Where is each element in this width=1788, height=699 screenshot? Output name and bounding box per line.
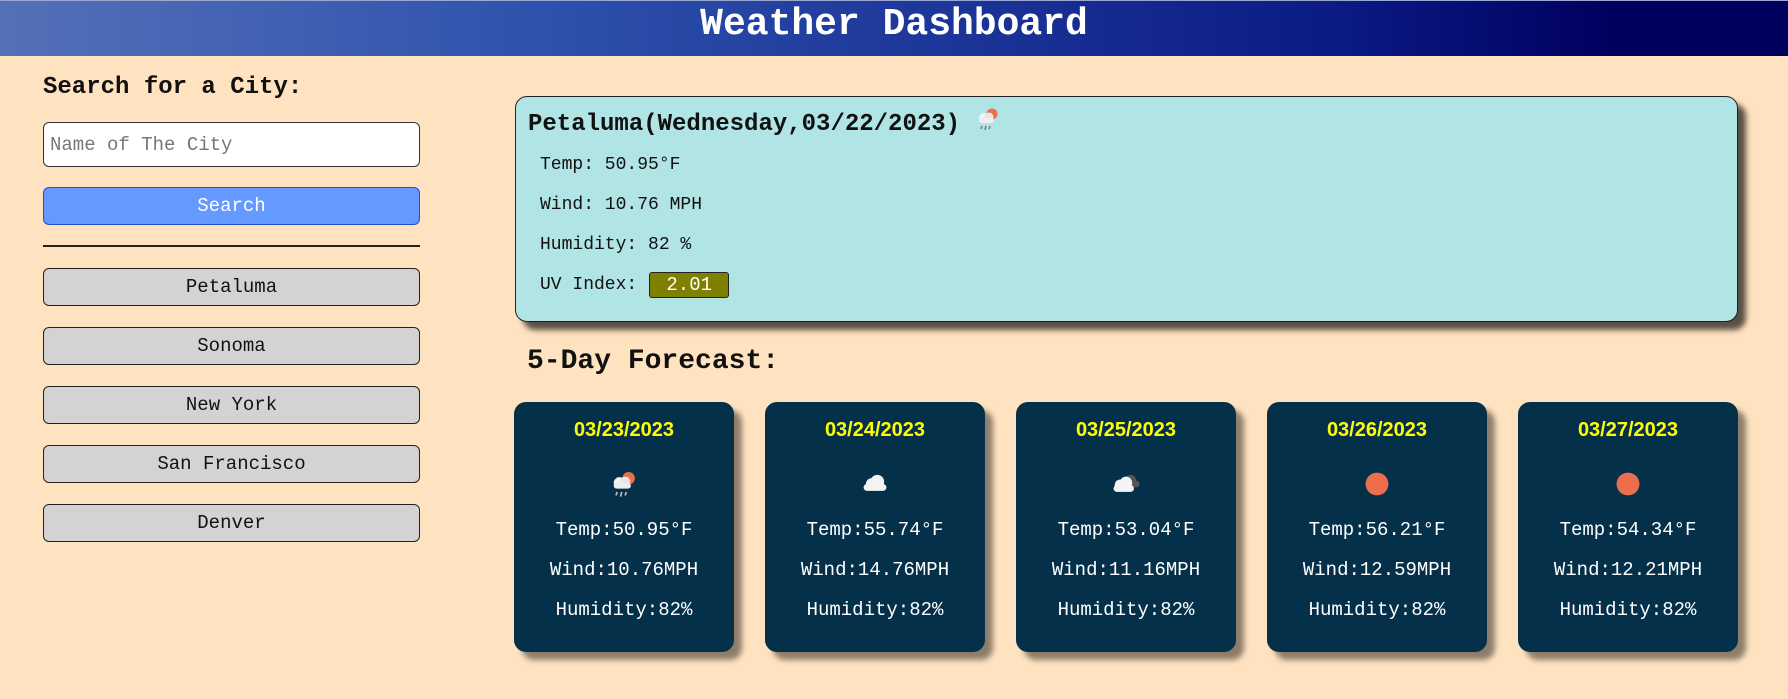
uv-badge: 2.01: [649, 272, 730, 298]
forecast-date: 03/25/2023: [1075, 419, 1177, 441]
forecast-date: 03/26/2023: [1326, 419, 1428, 441]
forecast-card: 03/25/2023 Temp:53.04°F Wind:11.16MPH Hu…: [1016, 402, 1236, 652]
forecast-humidity: Humidity:82%: [806, 599, 944, 621]
forecast-temp: Temp:53.04°F: [1057, 519, 1195, 541]
forecast-temp: Temp:50.95°F: [555, 519, 693, 541]
forecast-date: 03/24/2023: [824, 419, 926, 441]
forecast-humidity: Humidity:82%: [1559, 599, 1697, 621]
forecast-wind: Wind:10.76MPH: [549, 559, 699, 581]
history-button-denver[interactable]: Denver: [43, 504, 420, 542]
divider: [43, 245, 420, 247]
app-header: Weather Dashboard: [0, 0, 1788, 56]
cloud-icon: [859, 468, 891, 505]
forecast-temp: Temp:56.21°F: [1308, 519, 1446, 541]
current-temp: Temp: 50.95°F: [540, 155, 681, 175]
current-uv: UV Index: 2.01: [540, 265, 1725, 305]
sidebar: Search for a City: Search Petaluma Sonom…: [43, 70, 420, 542]
rain-sun-icon: [608, 468, 640, 505]
uv-label: UV Index:: [540, 275, 638, 295]
history-button-san-francisco[interactable]: San Francisco: [43, 445, 420, 483]
history-button-new-york[interactable]: New York: [43, 386, 420, 424]
forecast-date: 03/23/2023: [573, 419, 675, 441]
forecast-card: 03/27/2023 Temp:54.34°F Wind:12.21MPH Hu…: [1518, 402, 1738, 652]
forecast-heading: 5-Day Forecast:: [527, 346, 780, 377]
search-button[interactable]: Search: [43, 187, 420, 225]
current-wind: Wind: 10.76 MPH: [540, 195, 703, 215]
forecast-card: 03/23/2023 Temp:50.95°F Wind:10.76MPH Hu…: [514, 402, 734, 652]
city-search-input[interactable]: [43, 122, 420, 167]
rain-sun-icon: [974, 105, 1002, 145]
current-weather-panel: Petaluma(Wednesday,03/22/2023) Temp: 50.…: [515, 96, 1738, 322]
sun-icon: [1361, 468, 1393, 505]
current-weather-title: Petaluma(Wednesday,03/22/2023): [528, 105, 1725, 145]
page-title: Weather Dashboard: [700, 3, 1088, 46]
current-city-date: Petaluma(Wednesday,03/22/2023): [528, 111, 961, 138]
current-humidity: Humidity: 82 %: [540, 235, 692, 255]
forecast-date: 03/27/2023: [1577, 419, 1679, 441]
search-heading: Search for a City:: [43, 74, 303, 101]
forecast-wind: Wind:12.21MPH: [1553, 559, 1703, 581]
forecast-wind: Wind:12.59MPH: [1302, 559, 1452, 581]
forecast-temp: Temp:54.34°F: [1559, 519, 1697, 541]
broken-clouds-icon: [1109, 468, 1143, 505]
history-button-sonoma[interactable]: Sonoma: [43, 327, 420, 365]
forecast-humidity: Humidity:82%: [555, 599, 693, 621]
forecast-cards: 03/23/2023 Temp:50.95°F Wind:10.76MPH Hu…: [514, 402, 1738, 652]
forecast-card: 03/26/2023 Temp:56.21°F Wind:12.59MPH Hu…: [1267, 402, 1487, 652]
history-button-petaluma[interactable]: Petaluma: [43, 268, 420, 306]
forecast-humidity: Humidity:82%: [1308, 599, 1446, 621]
forecast-wind: Wind:11.16MPH: [1051, 559, 1201, 581]
forecast-temp: Temp:55.74°F: [806, 519, 944, 541]
sun-icon: [1612, 468, 1644, 505]
forecast-wind: Wind:14.76MPH: [800, 559, 950, 581]
forecast-humidity: Humidity:82%: [1057, 599, 1195, 621]
forecast-card: 03/24/2023 Temp:55.74°F Wind:14.76MPH Hu…: [765, 402, 985, 652]
